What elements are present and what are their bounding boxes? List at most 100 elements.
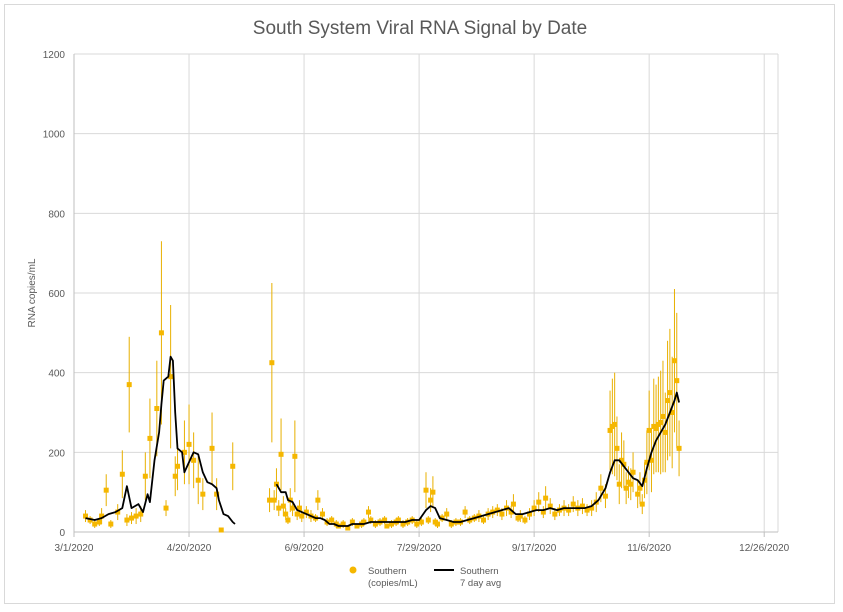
data-point <box>280 503 286 509</box>
data-point <box>598 485 604 491</box>
data-point <box>637 485 643 491</box>
data-point <box>579 503 585 509</box>
data-point <box>635 491 641 497</box>
data-point <box>290 505 296 511</box>
data-point <box>644 459 650 465</box>
y-tick-label: 400 <box>48 369 65 380</box>
data-point <box>191 457 197 463</box>
y-tick-label: 1000 <box>43 130 66 141</box>
legend-label-points-line2: (copies/mL) <box>368 578 418 589</box>
data-point <box>124 517 130 523</box>
y-tick-label: 800 <box>48 209 65 220</box>
data-point <box>570 501 576 507</box>
y-tick-label: 1200 <box>43 50 66 61</box>
data-point <box>181 449 187 455</box>
data-point <box>354 523 360 529</box>
data-point <box>531 505 537 511</box>
data-point <box>200 491 206 497</box>
data-point <box>92 521 98 527</box>
data-point <box>660 413 666 419</box>
chart-title: South System Viral RNA Signal by Date <box>253 18 587 39</box>
data-point <box>428 497 434 503</box>
data-point <box>671 358 677 364</box>
data-point <box>87 517 93 523</box>
legend-label-line-line1: Southern <box>460 566 499 577</box>
data-point <box>195 477 201 483</box>
data-point <box>147 435 153 441</box>
data-point <box>628 481 634 487</box>
data-point <box>522 517 528 523</box>
data-point <box>543 495 549 501</box>
data-point <box>269 360 275 366</box>
data-point <box>517 513 523 519</box>
data-point <box>349 519 355 525</box>
data-point <box>299 513 305 519</box>
axes: 0 200 400 600 800 1000 1200 3/1/2020 4/20/2020 6/… <box>43 50 790 554</box>
legend-marker-points <box>349 566 357 574</box>
data-point <box>172 473 178 479</box>
data-point <box>294 511 300 517</box>
data-point <box>384 523 390 529</box>
x-tick-label: 9/17/2020 <box>512 543 557 554</box>
data-point <box>462 509 468 515</box>
avg-line <box>85 355 680 527</box>
data-point <box>665 398 671 404</box>
data-point <box>658 419 664 425</box>
data-point <box>175 463 181 469</box>
data-point <box>481 517 487 523</box>
data-point <box>540 509 546 515</box>
data-point <box>382 517 388 523</box>
data-point <box>414 521 420 527</box>
data-point <box>278 451 284 457</box>
data-point <box>499 511 505 517</box>
data-point <box>423 487 429 493</box>
data-point <box>614 445 620 451</box>
data-point <box>616 481 622 487</box>
avg-line-segment <box>85 355 236 525</box>
y-axis-label: RNA copies/mL <box>27 258 38 327</box>
data-point <box>296 505 302 511</box>
data-point <box>315 497 321 503</box>
data-point <box>285 517 291 523</box>
data-point <box>646 427 652 433</box>
data-point <box>612 421 618 427</box>
avg-line-segment <box>275 391 680 527</box>
data-point <box>630 469 636 475</box>
data-point <box>158 330 164 336</box>
data-point <box>607 427 613 433</box>
data-point <box>508 509 514 515</box>
data-point <box>168 374 174 380</box>
x-tick-label: 7/29/2020 <box>397 543 442 554</box>
data-point <box>639 501 645 507</box>
data-point <box>214 491 220 497</box>
data-point <box>435 521 441 527</box>
data-point <box>186 441 192 447</box>
data-point <box>621 461 627 467</box>
data-point <box>96 519 102 525</box>
data-point <box>129 515 135 521</box>
data-point <box>230 463 236 469</box>
data-point <box>126 382 132 388</box>
data-point <box>566 507 572 513</box>
data-point <box>209 445 215 451</box>
data-point <box>329 517 335 523</box>
data-point <box>510 501 516 507</box>
data-point <box>365 509 371 515</box>
data-point <box>400 521 406 527</box>
data-point <box>667 390 673 396</box>
data-point <box>425 517 431 523</box>
data-point <box>444 511 450 517</box>
data-point <box>372 521 378 527</box>
data-point <box>494 507 500 513</box>
data-point <box>536 499 542 505</box>
y-tick-label: 600 <box>48 289 65 300</box>
data-point <box>267 497 273 503</box>
data-point <box>154 406 160 412</box>
data-point <box>138 511 144 517</box>
x-tick-label: 12/26/2020 <box>739 543 789 554</box>
data-point <box>430 489 436 495</box>
data-point <box>552 511 558 517</box>
data-point <box>345 525 351 531</box>
data-point <box>648 457 654 463</box>
